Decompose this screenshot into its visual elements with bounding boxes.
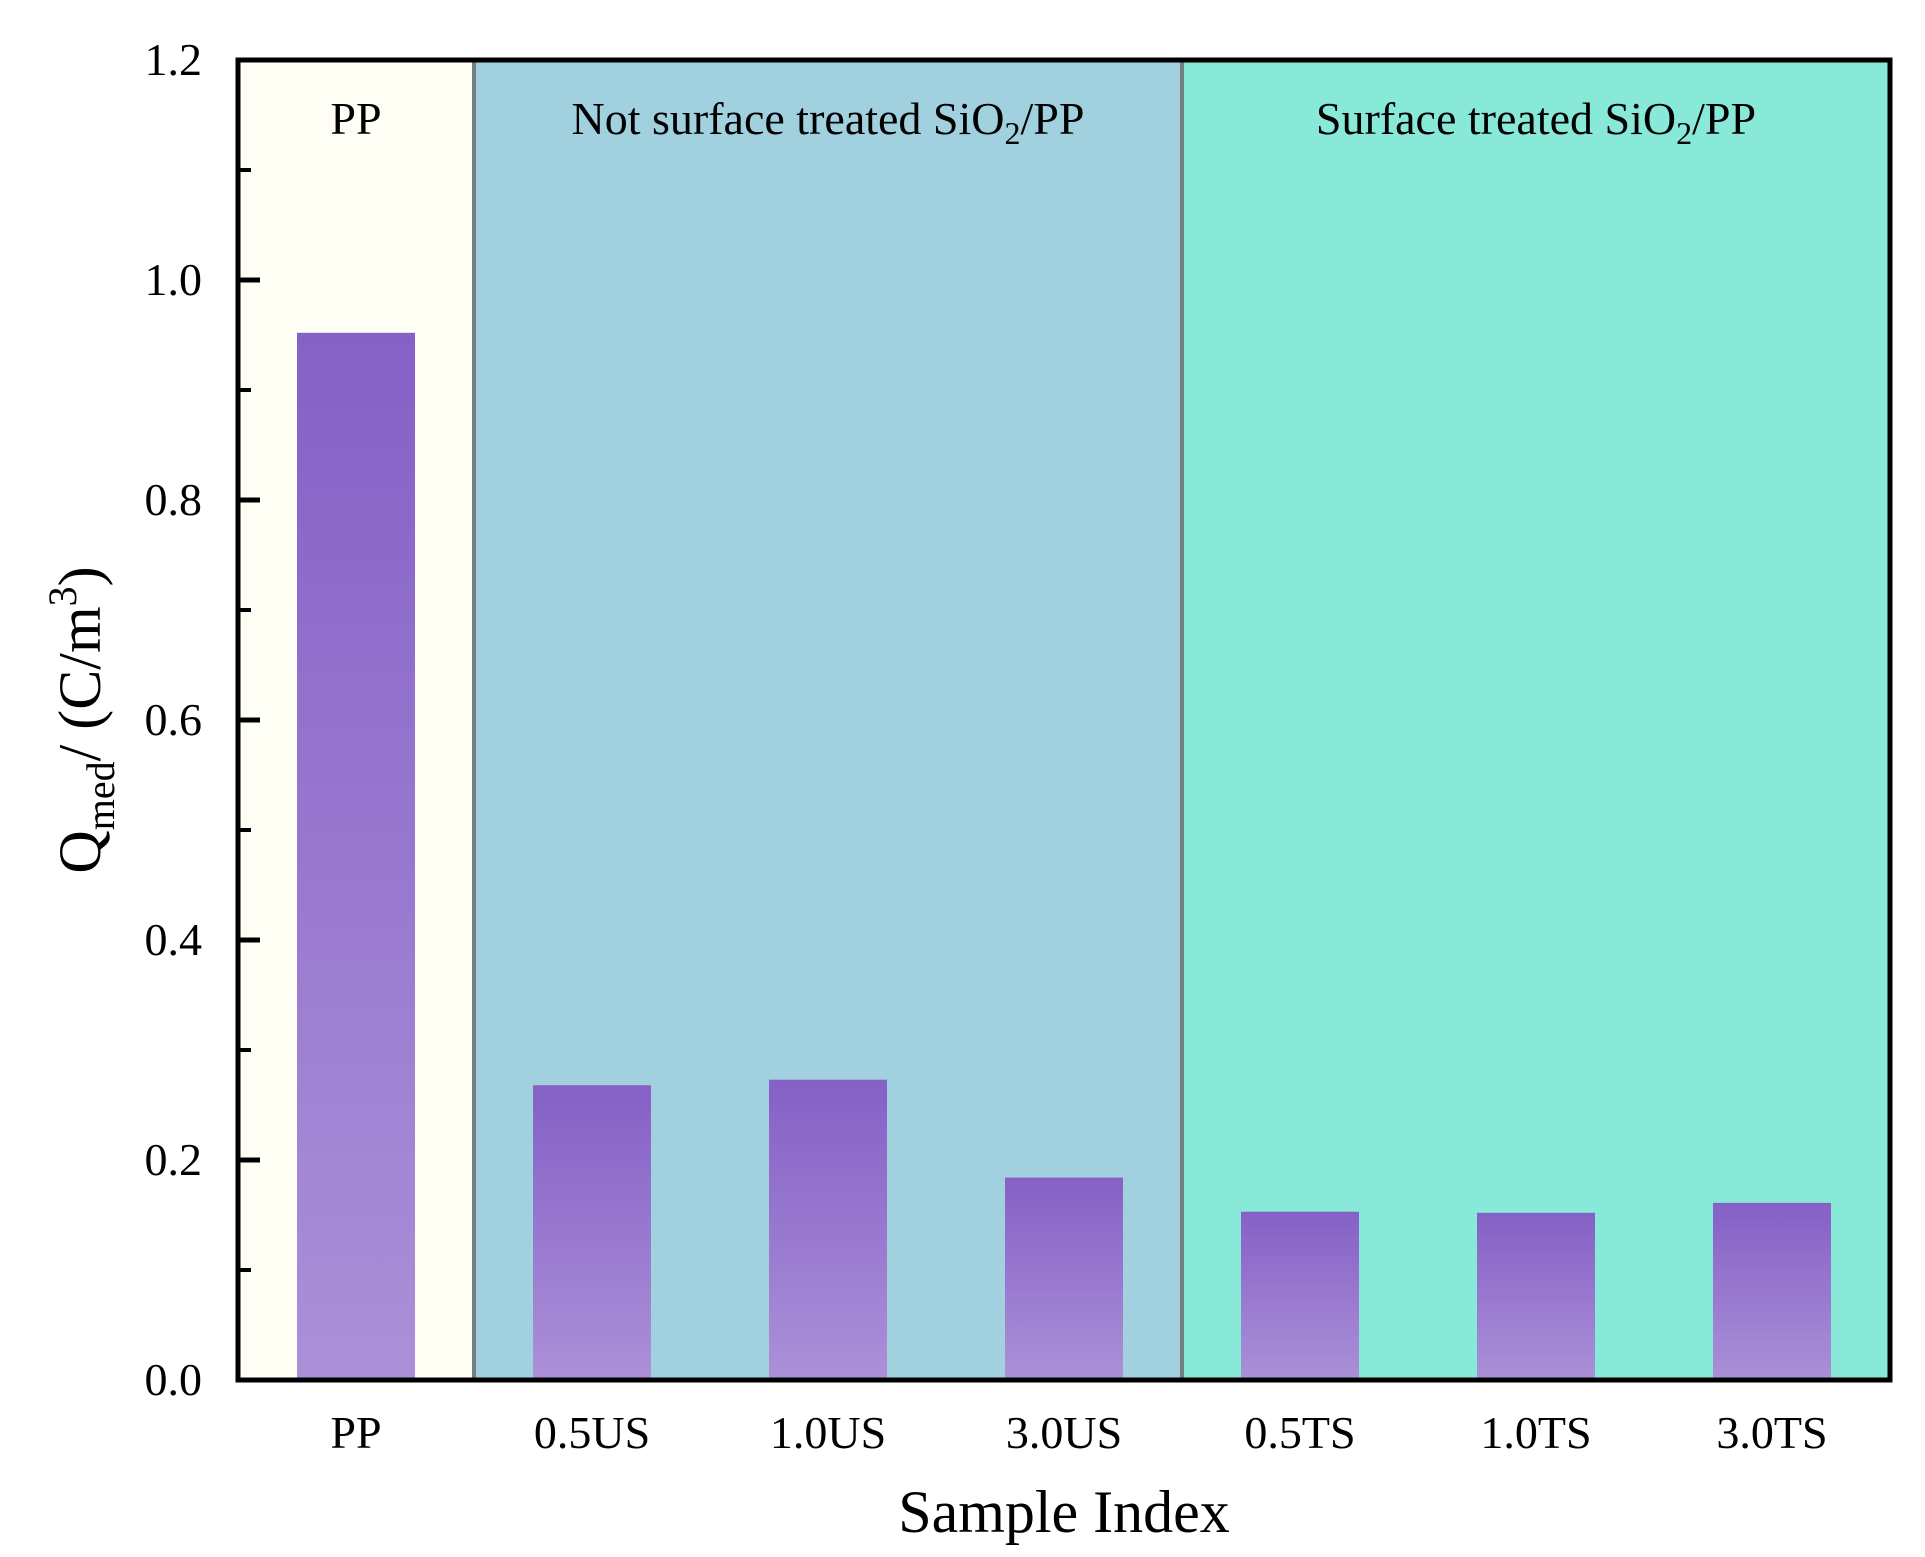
bar-30ts: [1713, 1202, 1831, 1380]
bar-10us: [769, 1079, 887, 1380]
bar-05us: [533, 1085, 651, 1380]
x-tick-label: 3.0TS: [1716, 1407, 1827, 1458]
y-tick-label: 0.6: [145, 694, 203, 745]
y-tick-label: 0.4: [145, 914, 203, 965]
y-tick-label: 0.2: [145, 1134, 203, 1185]
region-label-3: Surface treated SiO2/PP: [1316, 93, 1756, 151]
x-axis-title: Sample Index: [898, 1479, 1230, 1545]
x-tick-label: 1.0US: [770, 1407, 886, 1458]
x-axis: PP 0.5US 1.0US 3.0US 0.5TS 1.0TS 3.0TS: [330, 1407, 1827, 1458]
y-tick-label: 1.2: [145, 34, 203, 85]
x-tick-label: PP: [330, 1407, 381, 1458]
x-tick-label: 1.0TS: [1480, 1407, 1591, 1458]
y-axis-title-close: ): [47, 566, 113, 586]
y-axis-title: Qmed/ (C/m3): [40, 566, 123, 873]
bar-10ts: [1477, 1212, 1595, 1380]
x-tick-label: 0.5US: [534, 1407, 650, 1458]
region-backgrounds: [238, 60, 1890, 1380]
y-axis-title-main: Q: [47, 830, 113, 873]
region-dividers: [472, 60, 1184, 1380]
x-tick-label: 3.0US: [1006, 1407, 1122, 1458]
y-axis-title-sub: med: [78, 761, 123, 830]
bar-pp: [297, 332, 415, 1380]
region-labels: PP Not surface treated SiO2/PP Surface tre…: [330, 93, 1756, 151]
region-label-2: Not surface treated SiO2/PP: [572, 93, 1085, 151]
y-tick-label: 0.0: [145, 1354, 203, 1405]
bars: [297, 332, 1831, 1380]
y-axis: 0.0 0.2 0.4 0.6 0.8 1.0 1.2: [145, 34, 260, 1405]
y-tick-label: 0.8: [145, 474, 203, 525]
region-background-3: [1182, 60, 1890, 1380]
y-axis-title-rest: / (C/m: [47, 606, 113, 761]
y-axis-title-sup: 3: [40, 586, 85, 606]
bar-05ts: [1241, 1211, 1359, 1380]
x-tick-label: 0.5TS: [1244, 1407, 1355, 1458]
bar-30us: [1005, 1177, 1123, 1380]
region-label-1: PP: [330, 93, 381, 144]
y-tick-label: 1.0: [145, 254, 203, 305]
